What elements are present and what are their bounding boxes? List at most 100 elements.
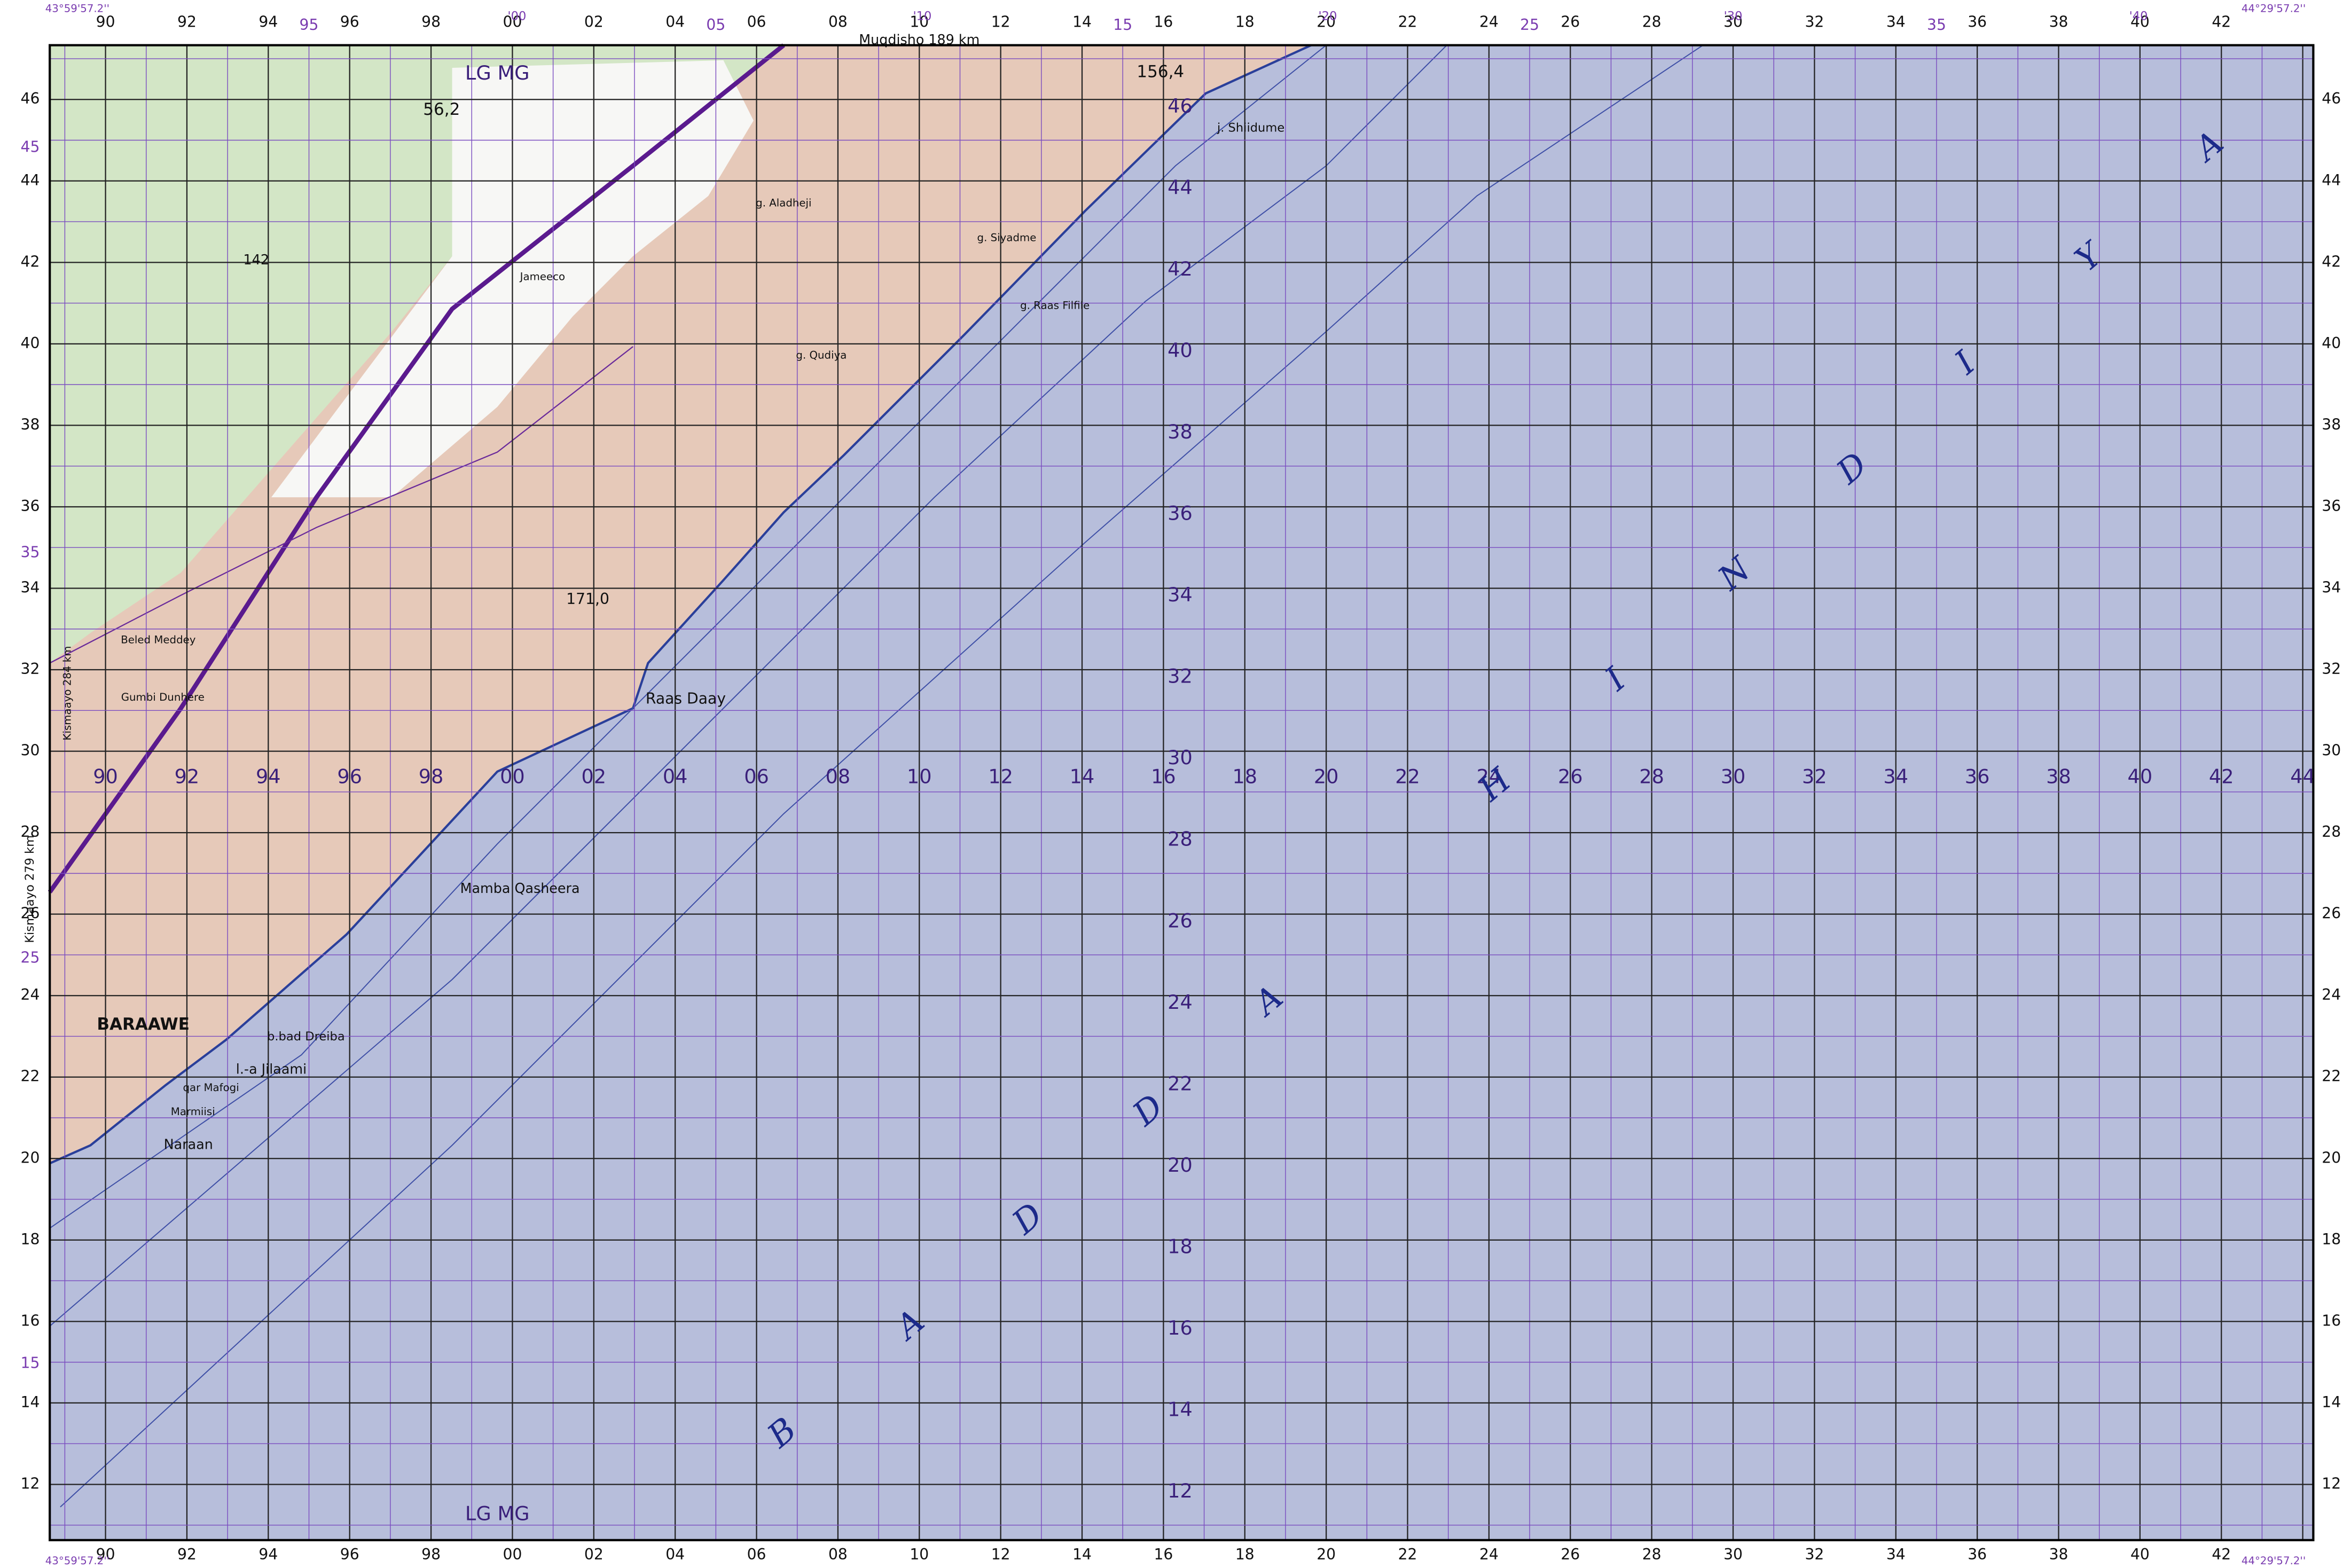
grid-label-bottom: 08 xyxy=(828,1546,848,1563)
spot-height: 56,2 xyxy=(423,100,460,119)
grid-label-left: 46 xyxy=(21,90,40,107)
grid-label-top: 08 xyxy=(828,13,848,30)
grid-label-inner: 08 xyxy=(826,765,851,788)
grid-label-top: 90 xyxy=(96,13,115,30)
grid-label-right: 22 xyxy=(2322,1068,2341,1085)
place-name: BARAAWE xyxy=(97,1015,190,1034)
grid-label-left: 32 xyxy=(21,660,40,678)
km-label: 45 xyxy=(21,138,40,156)
grid-label-top: 30 xyxy=(1723,13,1743,30)
grid-label-top: 00 xyxy=(503,13,522,30)
grid-label-left: 34 xyxy=(21,578,40,596)
grid-label-inner: 42 xyxy=(1167,257,1193,280)
depth-contour xyxy=(49,44,1327,1229)
neatline xyxy=(49,44,2315,1541)
grid-label-top: 92 xyxy=(177,13,197,30)
grid-label-right: 16 xyxy=(2322,1312,2341,1329)
grid-label-right: 30 xyxy=(2322,742,2341,759)
grid-label-top: 28 xyxy=(1642,13,1662,30)
grid-label-right: 40 xyxy=(2322,334,2341,352)
grid-label-bottom: 98 xyxy=(421,1546,441,1563)
grid-label-right: 32 xyxy=(2322,660,2341,678)
grid-label-inner: 92 xyxy=(175,765,200,788)
track xyxy=(49,346,633,664)
grid-label-left: 18 xyxy=(21,1230,40,1248)
grid-label-top: 26 xyxy=(1561,13,1580,30)
grid-label-left: 36 xyxy=(21,497,40,515)
grid-label-bottom: 06 xyxy=(747,1546,766,1563)
grid-label-right: 14 xyxy=(2322,1393,2341,1411)
grid-label-inner: 44 xyxy=(1167,176,1193,199)
grid-label-left: 22 xyxy=(21,1068,40,1085)
km-label: 15 xyxy=(21,1354,40,1372)
corner-coordinate: 43°59'57.2'' xyxy=(45,1555,109,1567)
place-name: l.-a Jilaami xyxy=(236,1061,307,1077)
grid-label-top: 02 xyxy=(584,13,604,30)
labels: 90 92 94 96 98 00 02 04 06 08 10 12 14 16 18 20 22 24 26 28… xyxy=(21,2,2341,1566)
grid-label-bottom: 32 xyxy=(1805,1546,1824,1563)
grid-label-inner: 12 xyxy=(1167,1479,1193,1502)
grid-label-bottom: 92 xyxy=(177,1546,197,1563)
grid-label-top: 04 xyxy=(665,13,685,30)
grid-label-left: 38 xyxy=(21,415,40,433)
grid-label-inner: 26 xyxy=(1558,765,1583,788)
corner-coordinate: 43°59'57.2'' xyxy=(45,2,109,14)
km-label: 95 xyxy=(300,16,319,34)
place-name: qar Mafogi xyxy=(183,1081,239,1094)
spot-height: 171,0 xyxy=(566,590,609,608)
grid-label-right: 36 xyxy=(2322,497,2341,515)
km-label: 25 xyxy=(21,949,40,967)
minute-label: '20 xyxy=(1319,10,1337,23)
place-name: g. Siyadme xyxy=(977,231,1037,244)
grid-label-inner: 04 xyxy=(663,765,688,788)
grid-label-top: 98 xyxy=(421,13,441,30)
place-name: Naraan xyxy=(164,1136,213,1153)
grid-label-top: 10 xyxy=(910,13,929,30)
grid-label-inner: 38 xyxy=(1167,420,1193,443)
road-label: Kismaayo 284 km xyxy=(61,646,74,741)
grid-label-inner: 26 xyxy=(1167,909,1193,932)
grid-label-left: 40 xyxy=(21,334,40,352)
grid-label-inner: 24 xyxy=(1477,765,1502,788)
grid-label-top: 40 xyxy=(2130,13,2150,30)
place-name: g. Aladheji xyxy=(756,197,811,209)
place-name: b.bad Dreiba xyxy=(267,1030,345,1044)
grid-label-bottom: 02 xyxy=(584,1546,604,1563)
minute-label: '10 xyxy=(913,10,931,23)
place-name: Marmiisi xyxy=(171,1106,215,1118)
grid-label-right: 46 xyxy=(2322,90,2341,107)
grid-label-bottom: 36 xyxy=(1968,1546,1987,1563)
place-name: Raas Daay xyxy=(646,689,726,707)
depth-contour xyxy=(60,44,1704,1508)
grid-label-inner: 40 xyxy=(2128,765,2153,788)
grid-label-top: 06 xyxy=(747,13,766,30)
grid-label-bottom: 18 xyxy=(1235,1546,1255,1563)
road-label: Kismaayo 279 km xyxy=(23,835,37,943)
km-label: 25 xyxy=(1520,16,1539,34)
road xyxy=(48,43,785,893)
grid-label-left: 20 xyxy=(21,1149,40,1166)
grid-label-inner: 30 xyxy=(1167,746,1193,769)
place-name: g. Raas Filfile xyxy=(1020,299,1090,311)
grid-label-inner: 10 xyxy=(907,765,932,788)
spot-height: 142 xyxy=(244,252,269,268)
coastline xyxy=(49,44,1312,1165)
grid-label-inner: 28 xyxy=(1639,765,1664,788)
grid-label-bottom: 22 xyxy=(1398,1546,1417,1563)
grid-label-bottom: 90 xyxy=(96,1546,115,1563)
grid-label-inner: 06 xyxy=(744,765,769,788)
grid-label-bottom: 12 xyxy=(991,1546,1010,1563)
minute-label: '00 xyxy=(507,10,526,23)
spot-height: 156,4 xyxy=(1137,62,1184,81)
grid-label-bottom: 00 xyxy=(503,1546,522,1563)
grid-label-inner: 16 xyxy=(1167,1316,1193,1339)
grid-label-bottom: 96 xyxy=(340,1546,359,1563)
grid-label-bottom: 20 xyxy=(1316,1546,1336,1563)
grid-label-inner: 38 xyxy=(2046,765,2071,788)
grid-label-bottom: 04 xyxy=(665,1546,685,1563)
grid-label-top: 42 xyxy=(2212,13,2231,30)
grid-label-left: 26 xyxy=(21,905,40,922)
grid-label-top: 20 xyxy=(1316,13,1336,30)
km-label: 15 xyxy=(1113,16,1132,34)
